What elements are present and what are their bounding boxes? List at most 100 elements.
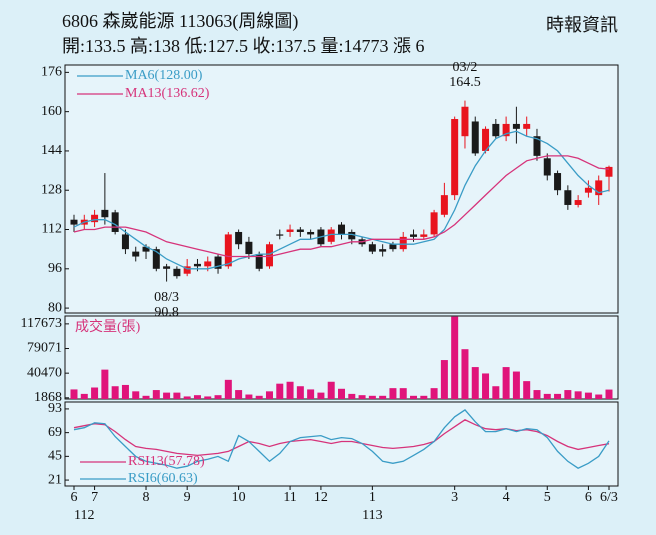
candle-body: [584, 187, 592, 193]
y-tick-label: 1868: [34, 390, 62, 405]
volume-bar: [461, 349, 469, 399]
candle-body: [338, 224, 345, 235]
candle-body: [121, 234, 129, 250]
candle-body: [132, 251, 140, 257]
candle-body: [410, 234, 418, 237]
x-tick-label: 8: [143, 490, 150, 505]
volume-bar: [327, 381, 335, 399]
volume-bar: [235, 390, 243, 399]
indicator-line: [73, 130, 610, 270]
volume-bar: [183, 396, 191, 399]
volume-bar: [420, 395, 428, 399]
y-tick-label: 93: [48, 401, 62, 416]
x-tick-label: 6: [71, 490, 78, 505]
volume-bar: [512, 371, 520, 399]
volume-bar: [379, 395, 387, 399]
candle-body: [307, 231, 315, 235]
candle-body: [482, 128, 490, 151]
candle-body: [193, 263, 201, 267]
volume-bar: [338, 388, 345, 399]
x-year-label: 112: [74, 508, 94, 523]
candle-body: [173, 268, 181, 277]
legend-label: MA6(128.00): [125, 68, 203, 83]
volume-bar: [574, 391, 582, 399]
candle-body: [204, 261, 212, 267]
volume-bar: [132, 391, 140, 399]
y-tick-label: 176: [41, 65, 62, 80]
volume-bar: [204, 396, 212, 399]
panel: [64, 315, 619, 400]
candle-body: [502, 123, 510, 137]
candle-body: [183, 266, 191, 274]
volume-bar: [317, 392, 325, 399]
quote: 開:133.5 高:138 低:127.5 收:137.5 量:14773 漲 …: [62, 36, 425, 56]
x-tick-label: 9: [184, 490, 191, 505]
indicator-line: [73, 155, 610, 258]
candle-body: [379, 249, 387, 252]
candle-body: [142, 246, 150, 252]
x-tick-label: 6/3: [600, 490, 618, 505]
candle-body: [245, 241, 253, 255]
candle-body: [523, 123, 531, 129]
y-tick-label: 40470: [27, 365, 62, 380]
volume-bar: [142, 395, 150, 399]
candle-body: [451, 119, 459, 196]
volume-bar: [440, 360, 448, 399]
candle-body: [440, 195, 448, 215]
legend-label: RSI13(57.78): [128, 454, 205, 469]
panel-title: 成交量(張): [75, 318, 141, 335]
x-tick-label: 11: [283, 490, 296, 505]
volume-bar: [101, 369, 109, 399]
legend-label: RSI6(60.63): [128, 471, 198, 486]
x-tick-label: 6: [585, 490, 592, 505]
volume-bar: [368, 395, 376, 399]
candle-body: [276, 234, 284, 236]
candle-body: [152, 249, 160, 269]
candle-body: [163, 266, 171, 269]
candle-body: [368, 244, 376, 252]
x-tick-label: 4: [503, 490, 510, 505]
panel: [64, 401, 619, 487]
candle-body: [574, 200, 582, 205]
volume-bar: [605, 389, 613, 399]
y-tick-label: 69: [48, 425, 62, 440]
candle-body: [533, 136, 541, 156]
candle-body: [605, 166, 613, 177]
volume-bar: [121, 384, 129, 399]
volume-bar: [492, 386, 500, 399]
extreme-date: 08/3: [154, 290, 179, 305]
volume-bar: [224, 379, 232, 399]
candle-body: [255, 254, 263, 269]
candle-body: [430, 212, 438, 235]
candle-body: [554, 173, 562, 191]
volume-bar: [245, 394, 253, 399]
candle-body: [224, 234, 232, 267]
y-tick-label: 128: [41, 182, 62, 197]
extreme-date: 03/2: [453, 60, 478, 75]
volume-bar: [584, 392, 592, 399]
y-tick-label: 45: [48, 449, 62, 464]
volume-bar: [286, 381, 294, 399]
volume-bar: [533, 390, 541, 399]
volume-bar: [543, 393, 551, 399]
y-tick-label: 112: [42, 222, 62, 237]
volume-bar: [358, 395, 366, 399]
candle-body: [286, 229, 294, 232]
volume-bar: [399, 388, 407, 399]
y-tick-label: 117673: [21, 316, 62, 331]
candle-body: [235, 231, 243, 245]
x-tick-label: 12: [314, 490, 328, 505]
candle-body: [389, 244, 397, 250]
legend-label: MA13(136.62): [125, 86, 210, 101]
x-tick-label: 10: [232, 490, 246, 505]
candle-body: [564, 190, 572, 205]
volume-bar: [564, 390, 572, 399]
candle-body: [348, 231, 356, 240]
candle-body: [471, 121, 479, 154]
volume-bar: [471, 367, 479, 399]
volume-bar: [152, 390, 160, 399]
y-tick-label: 160: [41, 104, 62, 119]
y-tick-label: 96: [48, 261, 62, 276]
candle-body: [91, 214, 99, 223]
volume-bar: [163, 392, 171, 399]
